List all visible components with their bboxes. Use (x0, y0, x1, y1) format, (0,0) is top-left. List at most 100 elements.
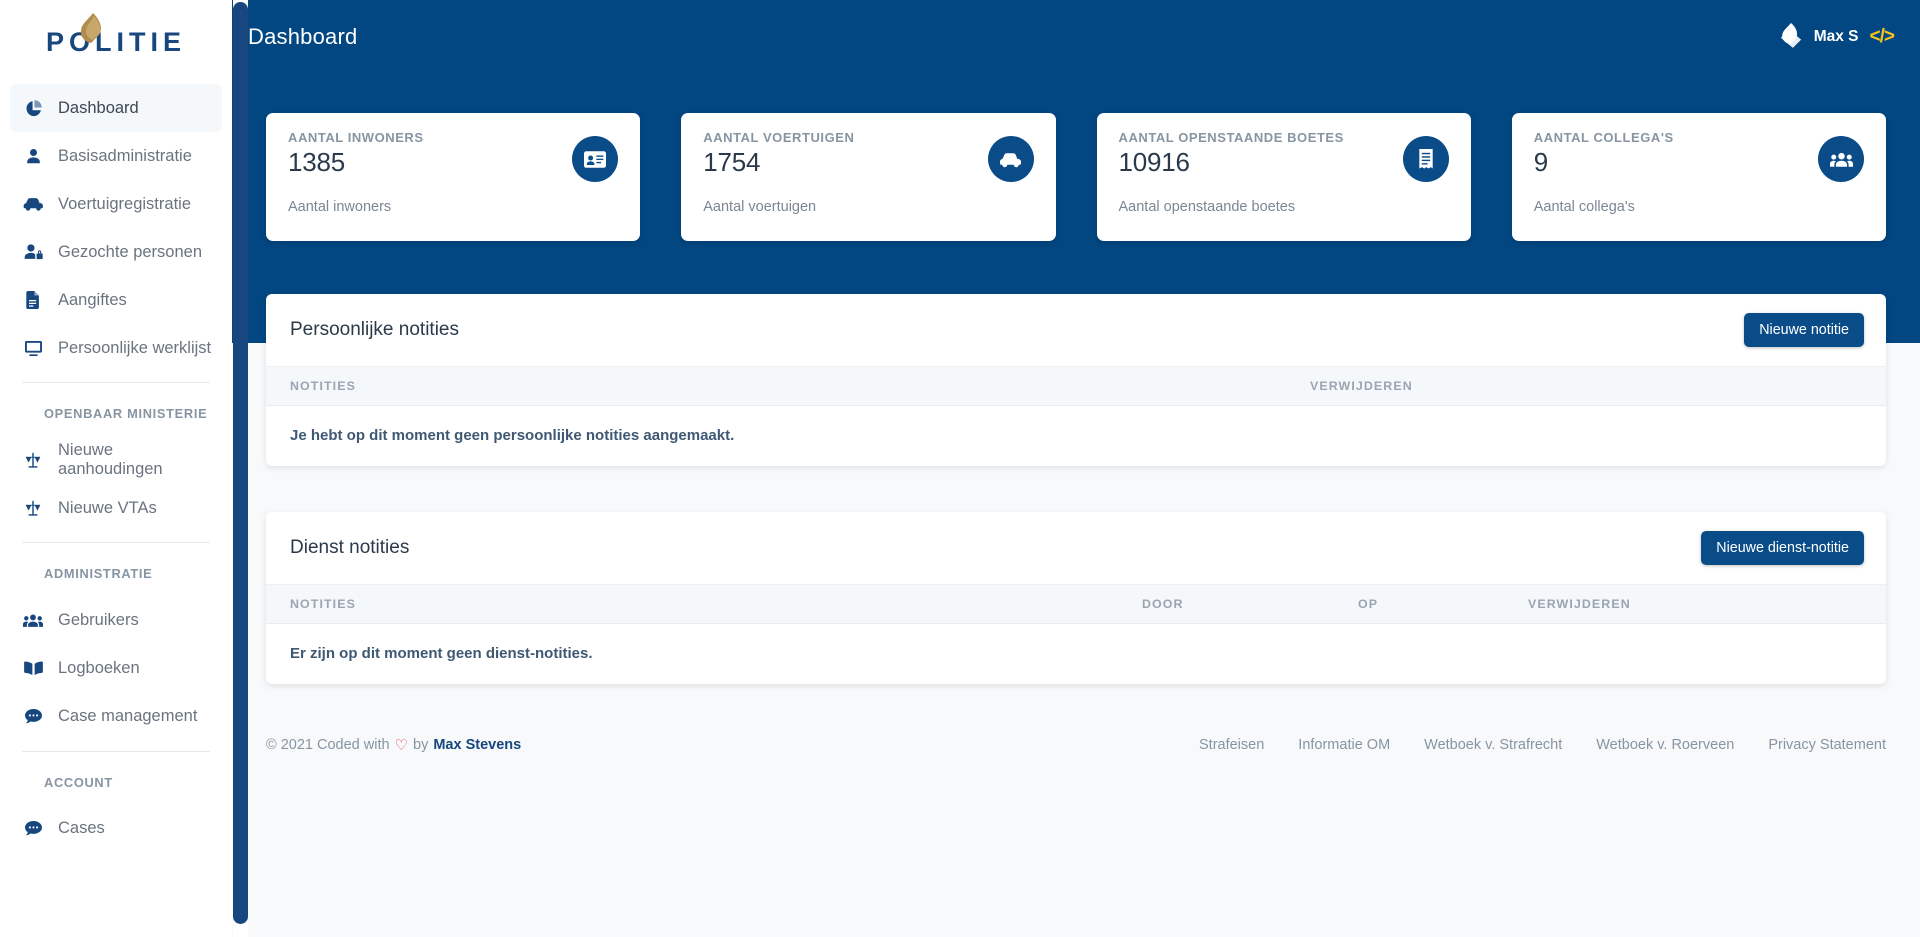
footer-link-informatie-om[interactable]: Informatie OM (1298, 737, 1391, 753)
politie-flame-icon (1779, 22, 1803, 53)
sidebar-item-gebruikers[interactable]: Gebruikers (10, 597, 222, 645)
scales-icon (22, 497, 44, 519)
footer-links: Strafeisen Informatie OM Wetboek v. Stra… (1199, 737, 1886, 753)
file-text-icon (22, 289, 44, 311)
sidebar-item-label: Dashboard (58, 98, 139, 117)
sidebar-item-cases[interactable]: Cases (10, 805, 222, 853)
sidebar-item-label: Basisadministratie (58, 146, 192, 165)
sidebar-item-label: Voertuigregistratie (58, 194, 191, 213)
sidebar-heading-openbaar-ministerie: OPENBAAR MINISTERIE (44, 406, 208, 421)
car-icon (22, 193, 44, 215)
panel-title: Persoonlijke notities (290, 319, 459, 340)
footer-link-privacy-statement[interactable]: Privacy Statement (1768, 737, 1886, 753)
sidebar-heading-account: ACCOUNT (44, 774, 113, 790)
users-icon (22, 610, 44, 632)
brand-logo-text: POLITIE (45, 26, 186, 57)
sidebar-item-aangiftes[interactable]: Aangiftes (10, 276, 222, 324)
panel-title: Dienst notities (290, 537, 410, 558)
book-icon (22, 658, 44, 680)
stat-cards: AANTAL INWONERS 1385 Aantal inwoners AAN… (232, 74, 1920, 241)
stat-card-label: AANTAL INWONERS (288, 130, 424, 145)
empty-state-message: Je hebt op dit moment geen persoonlijke … (290, 427, 735, 444)
desktop-icon (22, 337, 44, 359)
sidebar-item-persoonlijke-werklijst[interactable]: Persoonlijke werklijst (10, 324, 222, 372)
table-header-row: NOTITIES DOOR OP VERWIJDEREN (266, 584, 1886, 624)
sidebar-item-logboeken[interactable]: Logboeken (10, 645, 222, 693)
nieuwe-notitie-button[interactable]: Nieuwe notitie (1744, 313, 1864, 347)
stat-card-subtitle: Aantal openstaande boetes (1118, 199, 1296, 215)
stat-card-voertuigen: AANTAL VOERTUIGEN 1754 Aantal voertuigen (681, 113, 1056, 241)
sidebar-item-gezochte-personen[interactable]: Gezochte personen (10, 228, 222, 276)
sidebar-item-label: Logboeken (58, 659, 140, 678)
sidebar-item-label: Gebruikers (58, 611, 139, 630)
stat-card-subtitle: Aantal voertuigen (703, 199, 817, 215)
stat-card-label: AANTAL COLLEGA'S (1533, 130, 1674, 145)
panel-dienst-notities: Dienst notities Nieuwe dienst-notitie NO… (266, 512, 1886, 684)
sidebar-item-dashboard[interactable]: Dashboard (10, 84, 222, 132)
sidebar-divider-2 (22, 542, 210, 544)
column-header-op: OP (1358, 597, 1379, 611)
footer-link-wetboek-strafrecht[interactable]: Wetboek v. Strafrecht (1424, 737, 1563, 753)
footer-by-text: by (413, 737, 429, 753)
sidebar-item-label: Nieuwe aanhoudingen (58, 441, 163, 479)
sidebar-scrollbar-thumb[interactable] (233, 2, 248, 924)
user-menu[interactable]: Max S </> (1779, 22, 1896, 53)
pie-chart-icon (22, 97, 44, 119)
page-title: Dashboard (248, 24, 358, 49)
footer-link-strafeisen[interactable]: Strafeisen (1199, 737, 1265, 753)
sidebar-item-label: Aangiftes (58, 290, 127, 309)
top-header: Dashboard Max S </> (232, 0, 1920, 74)
sidebar-item-voertuigregistratie[interactable]: Voertuigregistratie (10, 180, 222, 228)
stat-card-label: AANTAL VOERTUIGEN (703, 130, 855, 145)
id-card-icon (572, 136, 619, 182)
panel-persoonlijke-notities: Persoonlijke notities Nieuwe notitie NOT… (266, 294, 1886, 466)
main-content: Dashboard Max S </> AANTAL INWONERS 1385… (232, 0, 1920, 937)
stat-card-subtitle: Aantal inwoners (288, 199, 392, 215)
sidebar-divider-3 (22, 750, 210, 752)
nieuwe-dienst-notitie-button[interactable]: Nieuwe dienst-notitie (1701, 531, 1864, 565)
sidebar-item-label: Cases (58, 819, 105, 838)
sidebar-divider-1 (22, 382, 210, 383)
user-name: Max S (1813, 28, 1859, 45)
panel-header: Dienst notities Nieuwe dienst-notitie (266, 512, 1886, 584)
user-shield-icon (22, 241, 44, 263)
footer-link-wetboek-roerveen[interactable]: Wetboek v. Roerveen (1596, 737, 1735, 753)
sidebar-heading-administratie: ADMINISTRATIE (44, 566, 153, 582)
stat-card-collegas: AANTAL COLLEGA'S 9 Aantal collega's (1511, 113, 1886, 241)
column-header-notities: NOTITIES (290, 379, 356, 393)
stat-card-value: 10916 (1118, 147, 1191, 177)
car-icon (987, 136, 1034, 182)
sidebar-item-nieuwe-aanhoudingen[interactable]: Nieuwe aanhoudingen (10, 436, 222, 484)
sidebar-item-nieuwe-vtas[interactable]: Nieuwe VTAs (10, 484, 222, 532)
sidebar-item-label: Persoonlijke werklijst (58, 338, 212, 357)
user-icon (22, 145, 44, 167)
stat-card-inwoners: AANTAL INWONERS 1385 Aantal inwoners (266, 113, 641, 241)
table-header-row: NOTITIES VERWIJDEREN (266, 366, 1886, 406)
footer-author[interactable]: Max Stevens (433, 737, 522, 753)
sidebar-item-label: Gezochte personen (58, 242, 203, 261)
code-brackets-icon[interactable]: </> (1869, 26, 1896, 47)
sidebar: POLITIE Dashboard Basisadministratie (0, 0, 232, 937)
column-header-verwijderen: VERWIJDEREN (1310, 379, 1413, 393)
sidebar-item-basisadministratie[interactable]: Basisadministratie (10, 132, 222, 180)
column-header-notities: NOTITIES (290, 597, 356, 611)
stat-card-value: 1754 (703, 147, 761, 177)
footer-copyright: © 2021 Coded with ♡ by Max Stevens (266, 736, 521, 754)
brand-logo[interactable]: POLITIE (0, 0, 232, 84)
scales-icon (22, 449, 44, 471)
comment-dots-icon (22, 818, 44, 840)
sidebar-item-label: Nieuwe VTAs (58, 498, 157, 517)
footer-copy-text: © 2021 Coded with (266, 737, 390, 753)
heart-icon: ♡ (394, 737, 408, 754)
sidebar-item-case-management[interactable]: Case management (10, 693, 222, 741)
stat-card-label: AANTAL OPENSTAANDE BOETES (1118, 130, 1344, 145)
comment-dots-icon (22, 706, 44, 728)
panel-header: Persoonlijke notities Nieuwe notitie (266, 294, 1886, 366)
politie-flame-icon (76, 12, 110, 52)
stat-card-value: 1385 (288, 147, 346, 177)
empty-state-message: Er zijn op dit moment geen dienst-notiti… (290, 645, 593, 662)
column-header-verwijderen: VERWIJDEREN (1528, 597, 1631, 611)
receipt-icon (1402, 136, 1449, 182)
column-header-door: DOOR (1142, 597, 1184, 611)
users-icon (1818, 136, 1864, 182)
